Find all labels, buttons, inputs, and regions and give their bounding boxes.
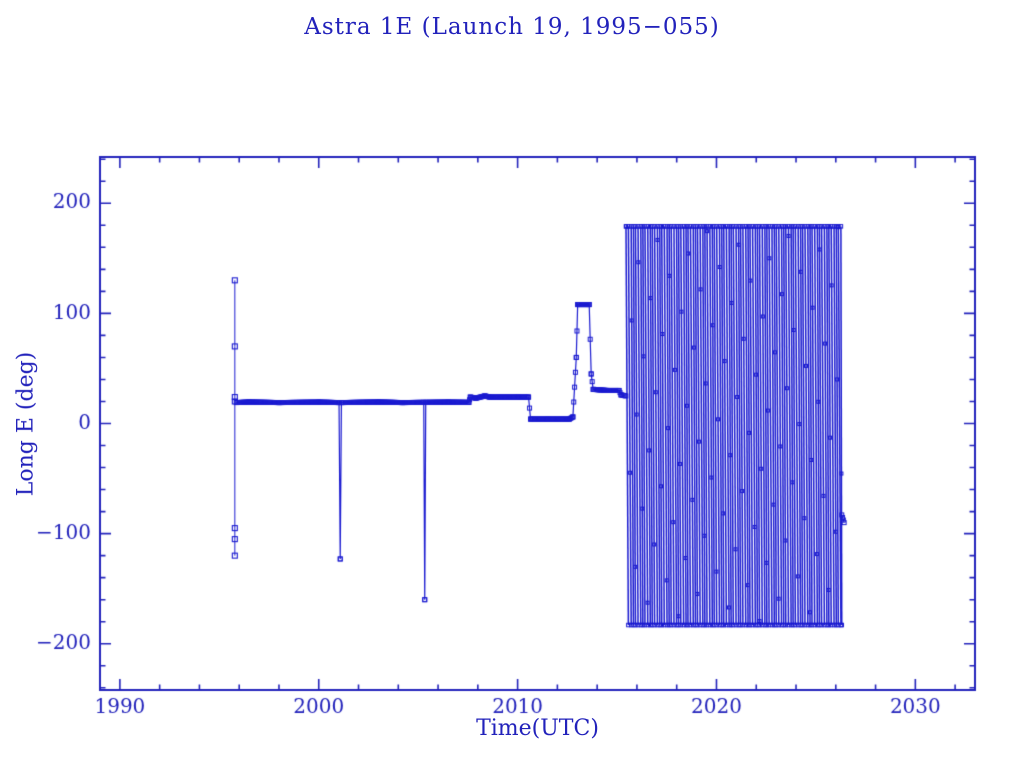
x-axis-label: Time(UTC) bbox=[476, 716, 599, 741]
y-axis-label-text: Long E (deg) bbox=[13, 351, 39, 497]
chart-title: Astra 1E (Launch 19, 1995−055) bbox=[304, 14, 720, 40]
